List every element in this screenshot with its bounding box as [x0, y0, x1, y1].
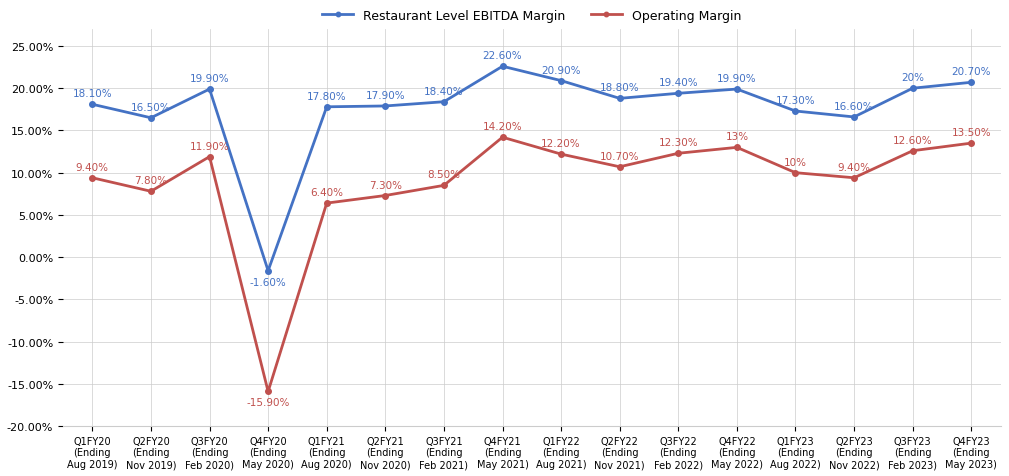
- Restaurant Level EBITDA Margin: [848, 115, 860, 120]
- Operating Margin: [321, 201, 333, 207]
- Text: 10.70%: 10.70%: [600, 151, 640, 161]
- Operating Margin: [848, 176, 860, 181]
- Text: 18.10%: 18.10%: [73, 89, 112, 99]
- Text: 20.70%: 20.70%: [951, 67, 991, 77]
- Text: 17.80%: 17.80%: [307, 92, 346, 102]
- Line: Operating Margin: Operating Margin: [90, 135, 974, 395]
- Restaurant Level EBITDA Margin: [438, 99, 450, 105]
- Text: 10%: 10%: [784, 158, 807, 168]
- Operating Margin: [145, 189, 157, 195]
- Restaurant Level EBITDA Margin: [731, 87, 743, 93]
- Text: 7.30%: 7.30%: [369, 180, 402, 190]
- Restaurant Level EBITDA Margin: [262, 268, 274, 274]
- Operating Margin: [966, 141, 978, 147]
- Text: 7.80%: 7.80%: [134, 176, 167, 186]
- Text: -1.60%: -1.60%: [250, 277, 287, 287]
- Text: 9.40%: 9.40%: [837, 162, 871, 172]
- Text: 18.40%: 18.40%: [424, 87, 464, 97]
- Text: 12.30%: 12.30%: [659, 138, 698, 148]
- Text: 14.20%: 14.20%: [482, 122, 523, 132]
- Text: 19.90%: 19.90%: [717, 74, 757, 84]
- Text: 12.20%: 12.20%: [541, 139, 581, 149]
- Text: 8.50%: 8.50%: [428, 170, 460, 180]
- Text: 16.50%: 16.50%: [131, 103, 171, 113]
- Text: 13.50%: 13.50%: [951, 128, 991, 138]
- Legend: Restaurant Level EBITDA Margin, Operating Margin: Restaurant Level EBITDA Margin, Operatin…: [317, 5, 747, 28]
- Text: 22.60%: 22.60%: [482, 51, 523, 61]
- Operating Margin: [87, 176, 99, 181]
- Text: 18.80%: 18.80%: [600, 83, 640, 93]
- Restaurant Level EBITDA Margin: [87, 102, 99, 108]
- Text: 20%: 20%: [901, 73, 924, 83]
- Operating Margin: [731, 145, 743, 151]
- Text: 11.90%: 11.90%: [190, 141, 229, 151]
- Text: 19.90%: 19.90%: [190, 74, 229, 84]
- Line: Restaurant Level EBITDA Margin: Restaurant Level EBITDA Margin: [90, 64, 974, 274]
- Operating Margin: [438, 183, 450, 189]
- Restaurant Level EBITDA Margin: [613, 96, 626, 102]
- Operating Margin: [379, 193, 391, 199]
- Operating Margin: [262, 389, 274, 395]
- Restaurant Level EBITDA Margin: [672, 91, 684, 97]
- Text: 19.40%: 19.40%: [659, 78, 698, 88]
- Text: 17.90%: 17.90%: [365, 91, 406, 101]
- Operating Margin: [555, 152, 567, 158]
- Text: 20.90%: 20.90%: [542, 66, 581, 76]
- Operating Margin: [613, 165, 626, 170]
- Operating Margin: [672, 151, 684, 157]
- Text: 17.30%: 17.30%: [776, 96, 815, 106]
- Operating Margin: [789, 170, 801, 176]
- Restaurant Level EBITDA Margin: [907, 86, 919, 92]
- Restaurant Level EBITDA Margin: [789, 109, 801, 115]
- Restaurant Level EBITDA Margin: [145, 116, 157, 121]
- Operating Margin: [907, 149, 919, 154]
- Text: 13%: 13%: [725, 132, 749, 142]
- Text: 9.40%: 9.40%: [76, 162, 109, 172]
- Restaurant Level EBITDA Margin: [379, 104, 391, 109]
- Operating Margin: [496, 135, 509, 141]
- Restaurant Level EBITDA Margin: [321, 105, 333, 110]
- Text: 12.60%: 12.60%: [893, 136, 932, 146]
- Restaurant Level EBITDA Margin: [204, 87, 216, 93]
- Text: 6.40%: 6.40%: [310, 188, 343, 198]
- Operating Margin: [204, 154, 216, 160]
- Restaurant Level EBITDA Margin: [966, 80, 978, 86]
- Text: -15.90%: -15.90%: [246, 397, 290, 407]
- Restaurant Level EBITDA Margin: [555, 79, 567, 84]
- Restaurant Level EBITDA Margin: [496, 64, 509, 70]
- Text: 16.60%: 16.60%: [834, 102, 874, 112]
